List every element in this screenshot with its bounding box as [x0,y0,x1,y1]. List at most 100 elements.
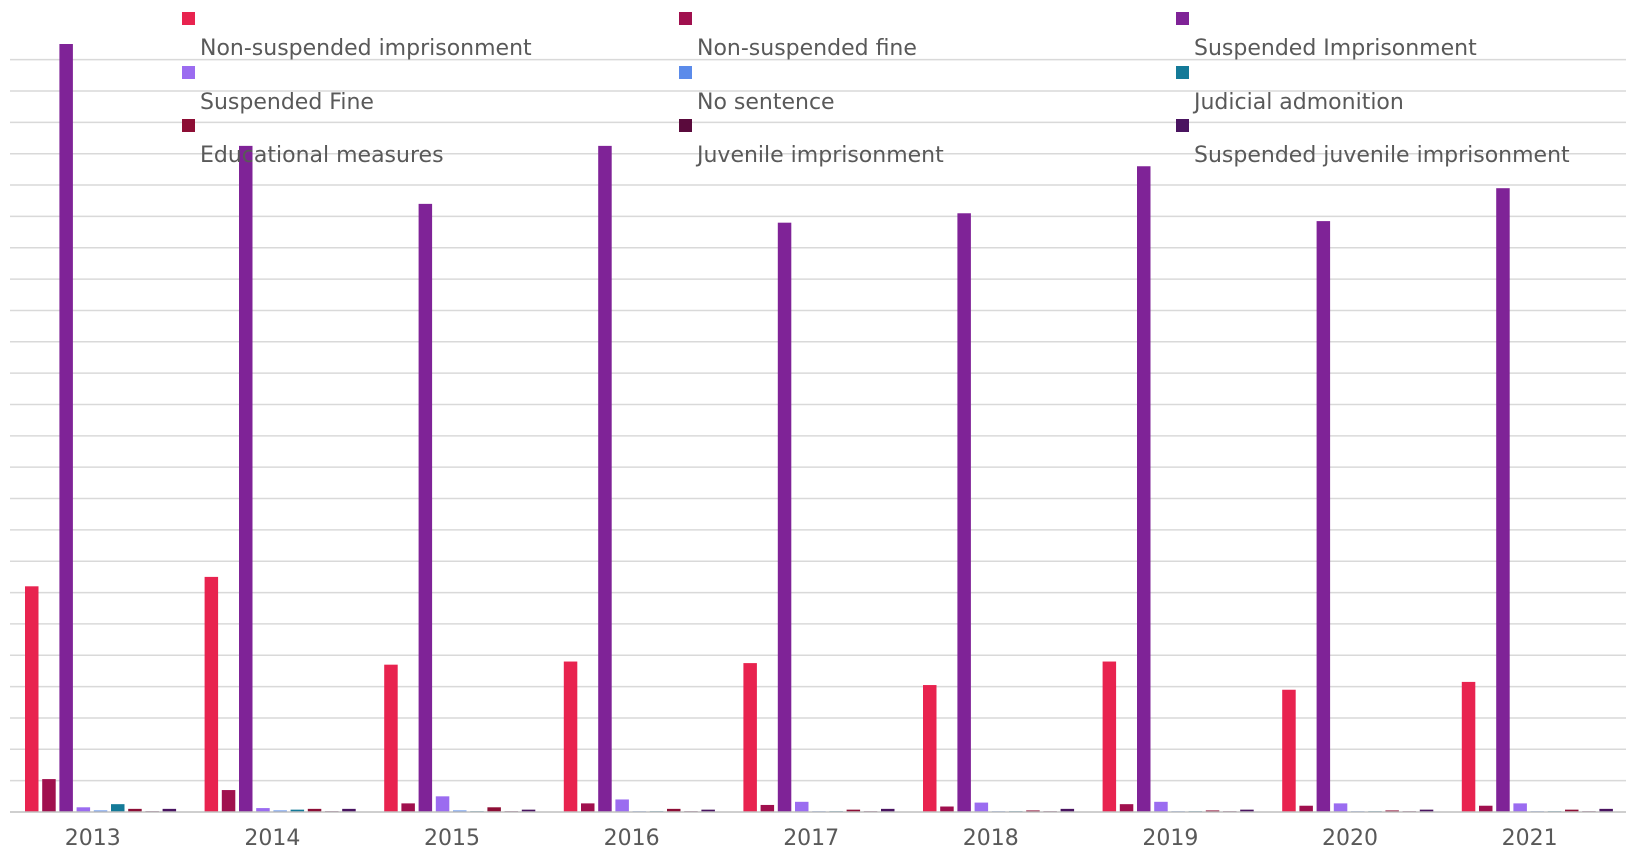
bar-2013-no-sentence [93,810,108,812]
bar-2020-suspended-juvenile-imprisonment [1419,809,1434,812]
bar-2015-non-suspended-fine [401,803,415,812]
bar-2019-suspended-fine [1154,801,1168,812]
bar-2014-suspended-fine [256,808,270,812]
legend-label: Suspended Imprisonment [1194,36,1477,61]
bar-2014-educational-measures [307,808,322,812]
bar-2013-non-suspended-fine [42,779,56,812]
bar-2016-suspended-juvenile-imprisonment [701,809,715,812]
bar-2016-suspended-imprisonment [598,145,612,812]
bar-2019-suspended-juvenile-imprisonment [1240,809,1254,812]
bar-2018-non-suspended-imprisonment [923,685,937,812]
legend-label: No sentence [697,90,835,115]
bar-2014-no-sentence [273,810,287,812]
bar-2014-non-suspended-fine [221,790,236,812]
x-tick-label-2013: 2013 [65,826,121,851]
bar-2021-non-suspended-imprisonment [1461,681,1476,812]
bar-2018-suspended-juvenile-imprisonment [1060,808,1075,812]
bar-group-2013 [25,44,177,812]
bar-2020-non-suspended-fine [1299,805,1313,812]
bar-2017-educational-measures [846,809,861,812]
bar-2015-suspended-imprisonment [418,203,433,812]
bar-2020-suspended-imprisonment [1316,221,1331,812]
x-tick-label-2018: 2018 [963,826,1019,851]
bar-2014-suspended-imprisonment [239,145,253,812]
legend-item-educational-measures: Educational measures [182,119,444,168]
legend-item-suspended-juvenile-imprisonment: Suspended juvenile imprisonment [1176,119,1570,168]
legend-swatch [182,66,195,79]
bar-2014-judicial-admonition [290,809,305,812]
bar-2015-no-sentence [453,810,467,812]
bar-2014-suspended-juvenile-imprisonment [342,808,356,812]
bar-group-2015 [384,203,536,812]
bar-2015-suspended-fine [435,796,450,812]
legend-swatch [1176,12,1189,25]
bar-2021-suspended-juvenile-imprisonment [1599,808,1613,812]
bars [25,44,1613,813]
bar-2018-suspended-fine [974,802,989,812]
legend-label: Non-suspended fine [697,36,917,61]
bar-2019-educational-measures [1205,810,1220,812]
x-tick-label-2019: 2019 [1142,826,1198,851]
x-tick-label-2016: 2016 [604,826,660,851]
legend-item-juvenile-imprisonment: Juvenile imprisonment [679,119,944,168]
bar-2013-suspended-fine [76,807,91,812]
legend-item-non-suspended-fine: Non-suspended fine [679,12,917,61]
bar-2018-educational-measures [1026,810,1040,812]
legend: Non-suspended imprisonment Non-suspended … [182,12,1570,168]
bar-group-2021 [1461,188,1613,812]
bar-2016-suspended-fine [615,799,629,812]
bar-group-2019 [1102,166,1254,813]
bar-2021-suspended-imprisonment [1496,188,1510,812]
legend-item-suspended-fine: Suspended Fine [182,66,374,115]
legend-item-suspended-imprisonment: Suspended Imprisonment [1176,12,1477,61]
bar-2013-judicial-admonition [111,804,125,812]
legend-item-no-sentence: No sentence [679,66,835,115]
bar-2019-suspended-imprisonment [1137,166,1151,813]
bar-2017-suspended-imprisonment [777,222,792,812]
legend-item-judicial-admonition: Judicial admonition [1176,66,1404,115]
gridlines [10,58,1626,782]
legend-label: Non-suspended imprisonment [200,36,532,61]
bar-2016-non-suspended-imprisonment [563,661,578,812]
bar-2015-non-suspended-imprisonment [384,664,398,812]
legend-item-non-suspended-imprisonment: Non-suspended imprisonment [182,12,532,61]
bar-2021-educational-measures [1565,809,1579,812]
bar-2021-non-suspended-fine [1479,805,1493,812]
bar-group-2020 [1282,221,1434,812]
bar-2016-non-suspended-fine [581,803,595,812]
bar-group-2014 [204,145,356,812]
legend-swatch [1176,119,1189,132]
bar-2015-educational-measures [487,807,501,812]
legend-swatch [679,66,692,79]
bar-2013-suspended-juvenile-imprisonment [162,808,177,812]
bar-2017-suspended-juvenile-imprisonment [881,808,895,812]
x-tick-label-2017: 2017 [783,826,839,851]
legend-swatch [1176,66,1189,79]
bar-2019-non-suspended-fine [1119,804,1134,812]
bar-2019-non-suspended-imprisonment [1102,661,1117,812]
bar-group-2016 [563,145,715,812]
x-tick-label-2021: 2021 [1502,826,1558,851]
legend-swatch [679,12,692,25]
bar-2013-non-suspended-imprisonment [25,586,39,812]
bar-group-2017 [743,222,895,812]
legend-swatch [182,12,195,25]
bar-2017-non-suspended-imprisonment [743,663,757,812]
legend-label: Educational measures [200,143,444,168]
bar-2013-suspended-imprisonment [59,44,73,812]
bar-2017-suspended-fine [795,801,809,812]
bar-2015-suspended-juvenile-imprisonment [521,809,536,812]
bar-2016-educational-measures [667,808,681,812]
x-tick-label-2014: 2014 [244,826,300,851]
bar-2020-educational-measures [1385,810,1399,812]
legend-label: Juvenile imprisonment [695,143,944,168]
bar-2020-non-suspended-imprisonment [1282,689,1296,812]
legend-swatch [679,119,692,132]
bar-2018-suspended-imprisonment [957,213,971,813]
legend-label: Judicial admonition [1192,90,1404,115]
bar-2018-non-suspended-fine [940,806,954,812]
legend-label: Suspended Fine [200,90,374,115]
legend-swatch [182,119,195,132]
bar-2020-suspended-fine [1333,803,1348,812]
